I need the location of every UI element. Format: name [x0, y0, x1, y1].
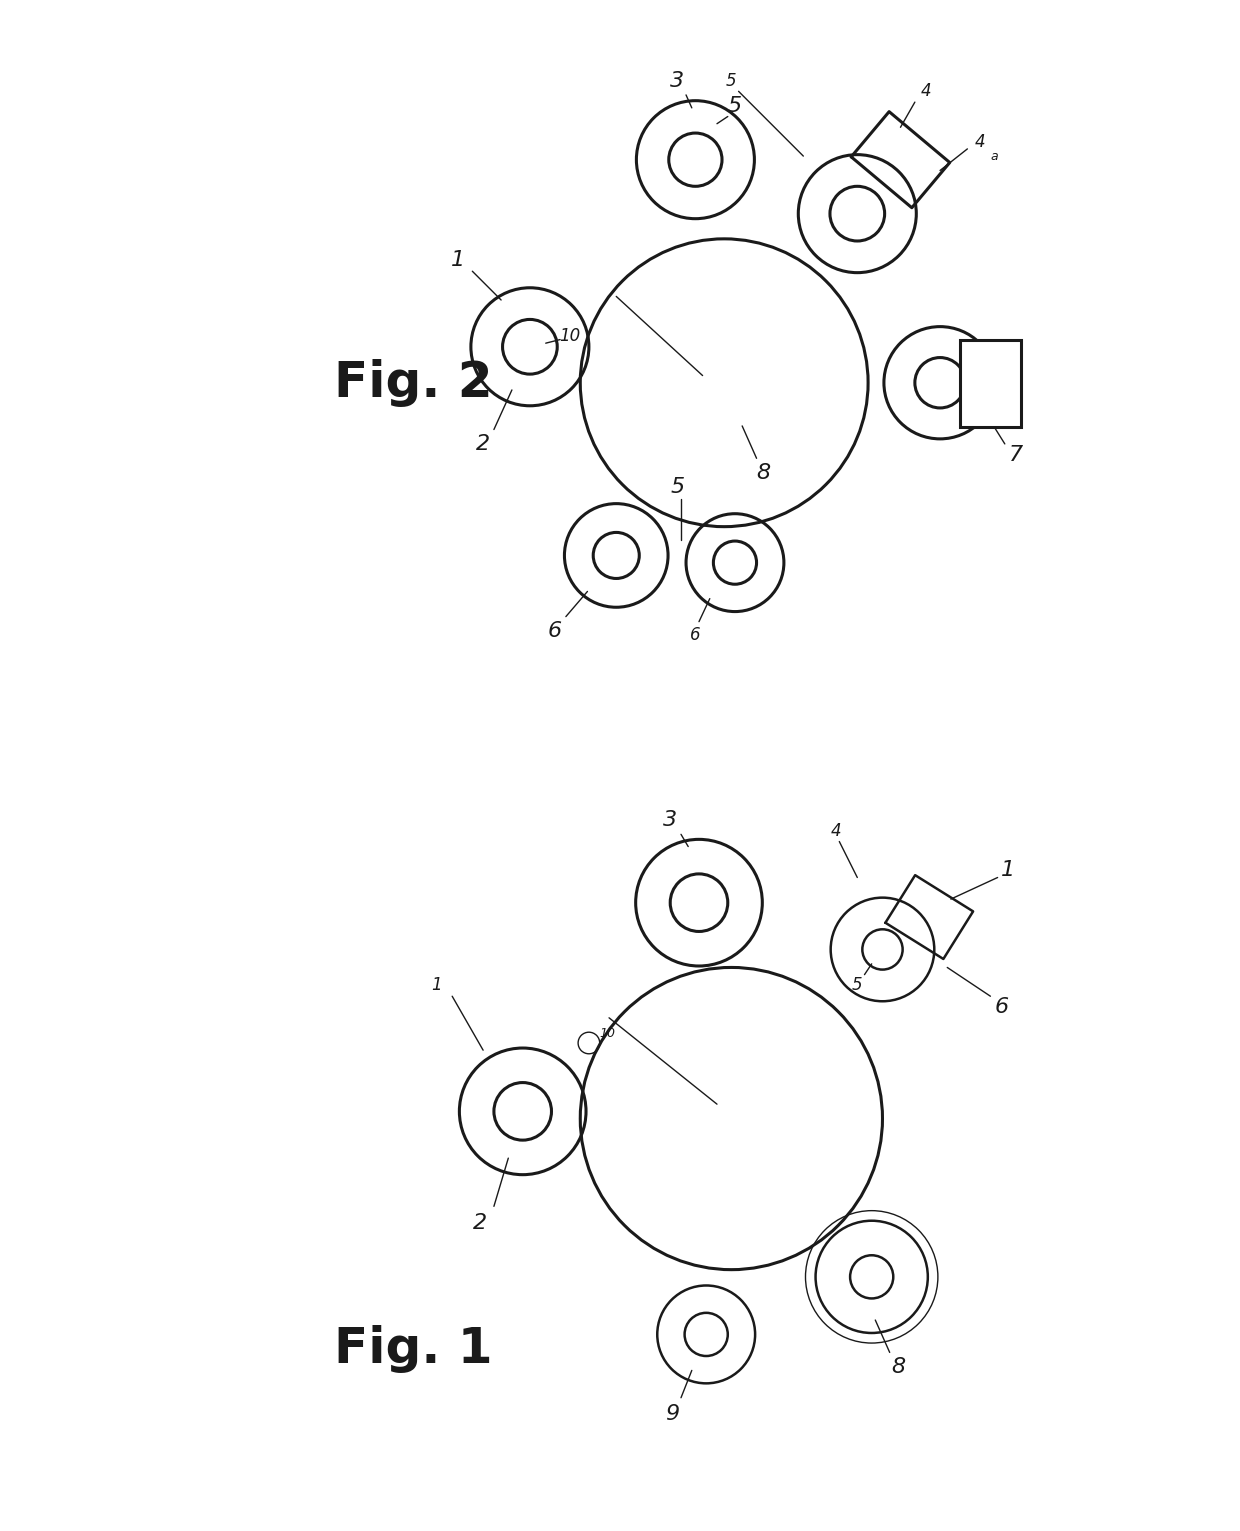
Text: 7: 7: [1008, 444, 1023, 465]
Text: 10: 10: [600, 1027, 615, 1040]
Text: 4: 4: [975, 133, 985, 150]
Text: 3: 3: [671, 70, 684, 90]
Text: 5: 5: [671, 478, 684, 498]
Text: 5: 5: [727, 72, 737, 89]
Text: 5: 5: [852, 977, 863, 995]
Text: 5: 5: [728, 96, 742, 116]
Text: 8: 8: [892, 1356, 905, 1376]
Text: 1: 1: [1002, 860, 1016, 880]
Text: a: a: [991, 150, 998, 162]
Text: 8: 8: [756, 462, 771, 482]
Text: 1: 1: [451, 251, 465, 271]
Text: 10: 10: [559, 328, 580, 344]
Text: 6: 6: [994, 997, 1008, 1017]
Text: 2: 2: [476, 433, 490, 453]
Text: 9: 9: [666, 1404, 680, 1424]
Bar: [960, 340, 1022, 427]
Text: 4: 4: [831, 822, 841, 839]
Text: 3: 3: [663, 810, 677, 830]
Text: Fig. 2: Fig. 2: [334, 358, 492, 407]
Text: 2: 2: [472, 1213, 486, 1232]
Text: 1: 1: [432, 977, 441, 995]
Text: 6: 6: [691, 626, 701, 643]
Text: Fig. 1: Fig. 1: [334, 1324, 492, 1373]
Text: 6: 6: [548, 622, 562, 641]
Text: 4: 4: [920, 83, 931, 101]
